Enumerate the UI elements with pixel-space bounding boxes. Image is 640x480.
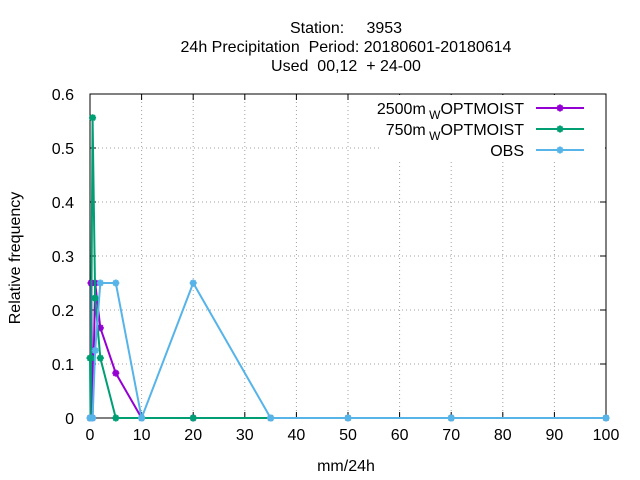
data-point-center [603,415,609,421]
title-line-2: 24h Precipitation Period: 20180601-20180… [181,39,512,56]
data-point-center [268,415,273,421]
legend-item: 750m WOPTMOIST [386,122,584,143]
x-tick-label: 10 [133,427,151,444]
x-axis-label: mm/24h [317,458,375,475]
title-line-1: Station: 3953 [290,20,402,37]
data-point-center [113,370,119,376]
x-tick-label: 30 [236,427,254,444]
data-point-center [449,415,454,421]
y-tick-label: 0.1 [52,357,74,374]
x-tick-label: 20 [184,427,202,444]
x-tick-label: 70 [442,427,460,444]
series-layer [86,114,610,422]
y-tick-label: 0.3 [52,249,74,266]
data-point-center [90,415,95,421]
legend-item: OBS [490,143,584,160]
y-axis-label: Relative frequency [7,192,24,325]
y-tick-label: 0.4 [52,195,74,212]
ticks: 0 10 20 30 40 50 60 70 80 90 100 0 0.1 0.2 0.3 0.4 0.5 0.… [52,87,620,444]
y-tick-label: 0.2 [52,303,74,320]
data-point-center [98,355,103,361]
data-point-center [557,147,563,153]
y-tick-label: 0 [65,411,74,428]
data-point-center [191,415,196,421]
series [86,114,610,422]
y-tick-label: 0.5 [52,141,74,158]
data-point-center [88,355,94,361]
data-point-center [191,280,196,286]
legend-label: 2500m WOPTMOIST [377,101,524,122]
data-point-center [557,126,563,132]
data-point-center [92,295,98,301]
x-tick-label: 100 [593,427,620,444]
title-line-3: Used 00,12 + 24-00 [271,58,421,75]
x-tick-label: 80 [494,427,512,444]
legend-item: 2500m WOPTMOIST [377,101,584,122]
data-point-center [92,348,98,353]
data-point-center [98,280,103,286]
x-tick-label: 0 [86,427,95,444]
data-point-center [98,325,103,331]
data-point-center [139,415,144,421]
data-point-center [557,105,563,111]
legend-label: OBS [490,143,524,160]
data-point-center [90,115,95,120]
data-point-center [345,415,351,421]
legend-label: 750m WOPTMOIST [386,122,524,143]
x-tick-label: 40 [288,427,306,444]
y-tick-label: 0.6 [52,87,74,104]
series [86,279,610,422]
data-point-center [113,415,119,421]
data-point-center [113,280,119,286]
x-tick-label: 50 [339,427,357,444]
legend-background [380,95,605,159]
x-tick-label: 60 [391,427,409,444]
x-tick-label: 90 [546,427,564,444]
